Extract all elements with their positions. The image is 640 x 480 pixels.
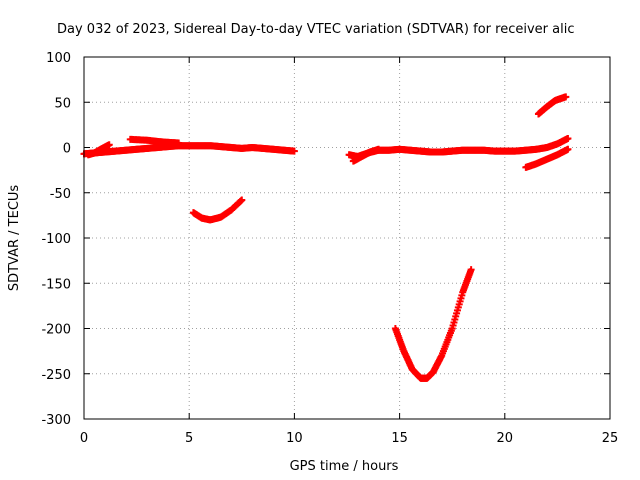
data-series [189,196,246,224]
y-tick-label: -300 [41,413,71,428]
y-tick-label: -250 [41,368,71,383]
data-point [467,266,475,274]
x-tick-label: 15 [391,431,408,446]
grid-lines [84,57,610,419]
x-tick-label: 5 [185,431,193,446]
x-axis-label: GPS time / hours [290,459,399,474]
data-point [238,196,246,204]
plot-frame [83,56,611,420]
x-tick-label: 0 [80,431,88,446]
y-tick-label: 0 [63,142,71,157]
axis-ticks: 0 5 10 15 20 25 -300 -250 -200 -150 -100 -50 0 50 100 [41,51,618,446]
y-tick-label: -200 [41,323,71,338]
y-tick-label: -100 [41,232,71,247]
y-tick-label: 100 [46,51,71,66]
data-series [126,135,183,147]
data-series [345,134,572,161]
y-tick-label: -150 [41,277,71,292]
data-point [375,145,383,153]
data-point [564,134,572,142]
data-series [534,93,570,118]
data-series [391,266,475,382]
chart-title: Day 032 of 2023, Sidereal Day-to-day VTE… [57,22,574,37]
y-axis-label: SDTVAR / TECUs [7,185,22,292]
data-series [84,141,113,159]
data-points [80,93,572,382]
data-point [105,141,113,149]
x-tick-label: 25 [602,431,619,446]
x-tick-label: 20 [497,431,514,446]
data-point [562,93,570,101]
x-tick-label: 10 [286,431,303,446]
y-tick-label: 50 [54,96,71,111]
y-tick-label: -50 [50,187,71,202]
data-series [349,145,383,165]
data-series [522,145,572,171]
data-point [564,145,572,153]
data-point [290,147,298,155]
data-point [175,139,183,147]
